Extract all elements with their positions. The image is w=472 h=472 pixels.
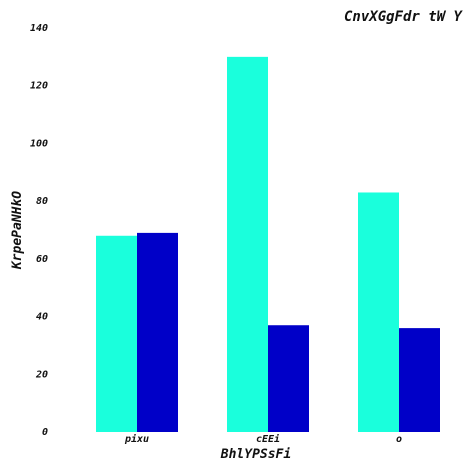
x-tick-label: o — [396, 434, 402, 445]
y-axis-ticks: 0 20 40 60 80 100 120 140 — [30, 23, 48, 438]
y-tick-label: 140 — [30, 23, 48, 34]
x-tick-label: cEEi — [256, 433, 280, 445]
y-tick-label: 0 — [42, 427, 48, 438]
y-axis-label: KrpePaNHkO — [10, 191, 25, 270]
chart-title: CnvXGgFdr tW Y — [344, 9, 464, 25]
y-tick-label: 100 — [30, 138, 48, 149]
y-tick-label: 20 — [35, 369, 48, 380]
x-tick-label: pixu — [124, 433, 149, 445]
bar-pixu-series-2 — [137, 232, 178, 432]
x-axis-label: BhlYPSsFi — [220, 447, 291, 462]
bar-pixu-series-1 — [96, 235, 137, 432]
bar-o-series-2 — [399, 328, 440, 432]
bar-cEEi-series-1 — [227, 56, 268, 432]
y-tick-label: 120 — [30, 81, 48, 92]
bars — [96, 56, 440, 432]
y-tick-label: 40 — [36, 312, 48, 323]
x-axis-ticks: pixu cEEi o — [124, 433, 402, 445]
bar-cEEi-series-2 — [268, 325, 309, 432]
bar-o-series-1 — [358, 192, 399, 432]
y-tick-label: 60 — [36, 254, 48, 265]
y-tick-label: 80 — [36, 196, 48, 207]
